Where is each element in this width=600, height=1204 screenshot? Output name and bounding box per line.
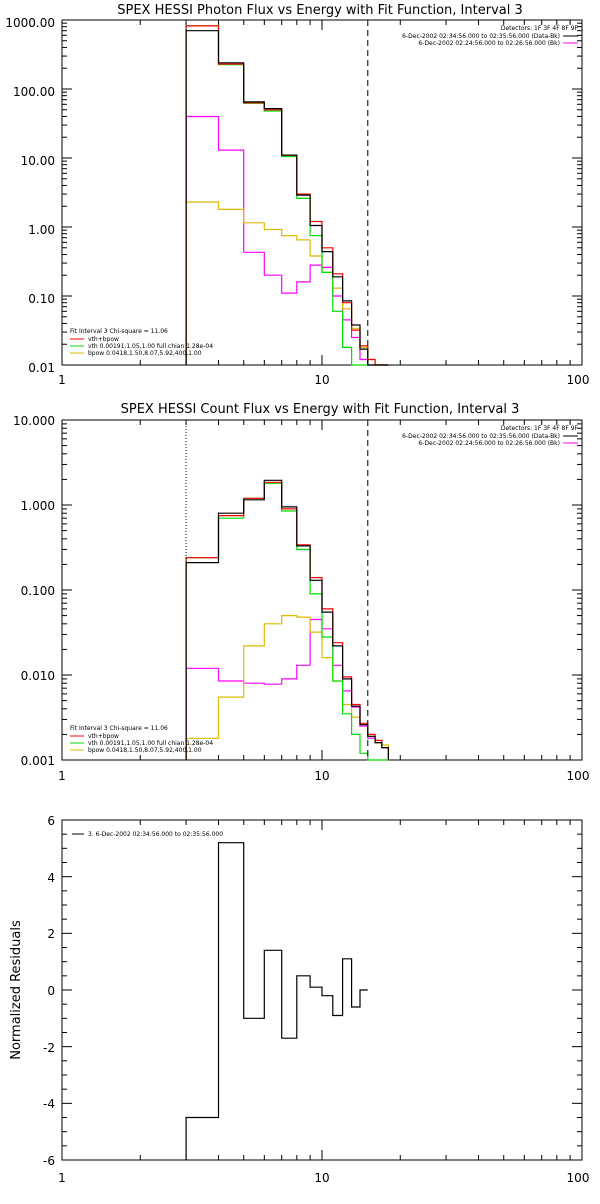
count-ytick-label: 1.000 xyxy=(21,499,55,513)
residuals-series-group xyxy=(185,842,368,1160)
series-vth-bpow-line xyxy=(185,25,389,366)
residuals-xtick-label: 1 xyxy=(58,1171,66,1185)
series-vth-line xyxy=(185,482,389,761)
count-ytick-label: 10.000 xyxy=(13,414,55,428)
photon-legend-bk: 6-Dec-2002 02:24:56.000 to 02:26:56.000 … xyxy=(418,40,560,47)
photon-xtick-label: 1 xyxy=(58,373,66,387)
photon-ytick-label: 100.00 xyxy=(13,85,55,99)
residuals-panel: 6 4 2 0 -2 -4 -6 1 10 100 Normalized Res… xyxy=(9,814,589,1185)
photon-ytick-label: 0.10 xyxy=(28,292,55,306)
photon-plot-frame xyxy=(61,19,583,366)
residuals-legend-label: 3. 6-Dec-2002 02:34:56.000 to 02:35:56.0… xyxy=(88,831,223,838)
photon-fit-info-line: vth+bpow xyxy=(88,336,119,343)
series-background-line xyxy=(185,618,389,760)
residuals-ytick-label: 2 xyxy=(47,927,55,941)
photon-fit-info-line: Fit Interval 3 Chi-square = 11.06 xyxy=(70,328,168,335)
count-fit-range-lines xyxy=(185,420,369,760)
residuals-ytick-label: -2 xyxy=(43,1041,55,1055)
photon-ytick-label: 1000.00 xyxy=(5,16,55,30)
count-ytick-label: 0.001 xyxy=(21,754,55,768)
photon-ytick-label: 1.00 xyxy=(28,223,55,237)
residuals-ytick-label: -6 xyxy=(43,1154,55,1168)
series-bpow-line xyxy=(185,614,389,760)
series-vth-line xyxy=(185,25,389,366)
count-chart-title: SPEX HESSI Count Flux vs Energy with Fit… xyxy=(121,402,520,417)
count-ytick-label: 0.010 xyxy=(21,669,55,683)
count-fit-info-line: Fit Interval 3 Chi-square = 11.06 xyxy=(70,725,168,732)
photon-xtick-label: 10 xyxy=(314,373,329,387)
photon-series-group xyxy=(185,25,389,366)
count-series-group xyxy=(185,479,389,761)
residuals-ytick-label: 6 xyxy=(47,814,55,828)
count-xtick-label: 100 xyxy=(567,769,590,783)
residuals-xtick-label: 100 xyxy=(567,1171,590,1185)
photon-ytick-label: 10.00 xyxy=(21,154,55,168)
count-flux-panel: SPEX HESSI Count Flux vs Energy with Fit… xyxy=(13,402,589,783)
photon-detectors-label: Detectors: 1F 3F 4F 8F 9F xyxy=(501,25,579,32)
count-xtick-label: 1 xyxy=(58,769,66,783)
count-fit-info-line: vth 0.00191,1.05,1.00 full chian 1.28e-0… xyxy=(88,740,213,747)
residuals-ytick-label: 4 xyxy=(47,871,55,885)
photon-chart-title: SPEX HESSI Photon Flux vs Energy with Fi… xyxy=(117,3,523,18)
photon-flux-panel: SPEX HESSI Photon Flux vs Energy with Fi… xyxy=(5,3,589,387)
count-ytick-label: 0.100 xyxy=(21,584,55,598)
count-fit-info-line: bpow 0.0418,1.50,8.07,5.92,400,1.00 xyxy=(88,747,202,754)
photon-axis-ticks xyxy=(61,20,582,366)
photon-legend-data: 6-Dec-2002 02:34:56.000 to 02:35:56.000 … xyxy=(402,33,560,40)
series-residuals-line xyxy=(185,842,368,1160)
series-data-line xyxy=(185,30,389,366)
residuals-ytick-label: 0 xyxy=(47,984,55,998)
count-xtick-label: 10 xyxy=(314,769,329,783)
count-legend-data: 6-Dec-2002 02:34:56.000 to 02:35:56.000 … xyxy=(402,433,560,440)
photon-xtick-label: 100 xyxy=(567,373,590,387)
count-fit-info-line: vth+bpow xyxy=(88,733,119,740)
photon-ytick-label: 0.01 xyxy=(28,361,55,375)
photon-fit-range-lines xyxy=(185,20,369,365)
series-bpow-line xyxy=(185,201,389,366)
series-data-line xyxy=(185,479,389,760)
photon-fit-info-line: vth 0.00191,1.05,1.00 full chian 1.28e-0… xyxy=(88,343,213,350)
count-legend-bk: 6-Dec-2002 02:24:56.000 to 02:26:56.000 … xyxy=(418,440,560,447)
photon-fit-info-line: bpow 0.0418,1.50,8.07,5.92,400,1.00 xyxy=(88,350,202,357)
count-detectors-label: Detectors: 1F 3F 4F 8F 9F xyxy=(501,425,579,432)
count-axis-ticks xyxy=(61,420,582,761)
residuals-ytick-label: -4 xyxy=(43,1097,55,1111)
series-vth-bpow-line xyxy=(185,481,389,760)
residuals-xtick-label: 10 xyxy=(314,1171,329,1185)
residuals-y-axis-label: Normalized Residuals xyxy=(9,920,24,1060)
